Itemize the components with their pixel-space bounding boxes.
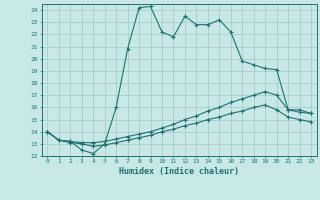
X-axis label: Humidex (Indice chaleur): Humidex (Indice chaleur): [119, 167, 239, 176]
